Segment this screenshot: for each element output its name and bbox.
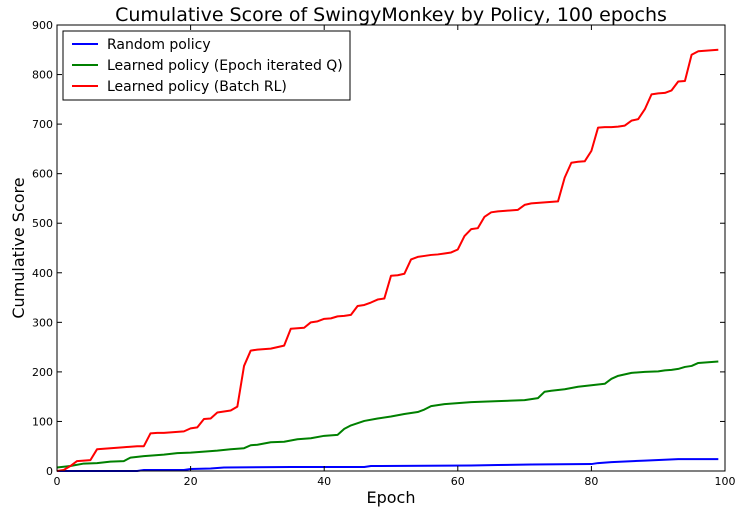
series-line-2 — [56, 48, 719, 472]
y-axis-title: Cumulative Score — [9, 177, 28, 318]
y-tick-label: 600 — [32, 168, 53, 181]
plot-frame — [56, 24, 726, 472]
legend: Random policy Learned policy (Epoch itera… — [62, 30, 351, 101]
x-tick-label: 80 — [584, 475, 598, 488]
legend-entry-1: Learned policy (Epoch iterated Q) — [107, 58, 343, 74]
x-tick-label: 40 — [317, 475, 331, 488]
x-tick-label: 100 — [715, 475, 736, 488]
series-line-0 — [57, 458, 719, 472]
x-tick-label: 60 — [451, 475, 465, 488]
chart-title: Cumulative Score of SwingyMonkey by Poli… — [115, 4, 667, 26]
y-tick-label: 900 — [32, 19, 53, 32]
y-tick-label: 400 — [32, 267, 53, 280]
plot-area: 0 20 40 60 80 100 0 100 200 300 400 500 600 700 800 900 — [32, 19, 736, 488]
y-tick-label: 200 — [32, 366, 53, 379]
y-tick-label: 700 — [32, 118, 53, 131]
y-tick-label: 800 — [32, 69, 53, 82]
x-tick-label: 0 — [54, 475, 61, 488]
legend-box — [62, 30, 351, 101]
legend-entry-2: Learned policy (Batch RL) — [107, 79, 287, 95]
y-tick-label: 100 — [32, 415, 53, 428]
y-tick-label: 0 — [46, 465, 53, 478]
legend-entry-0: Random policy — [107, 37, 211, 53]
series-line-1 — [56, 360, 719, 469]
y-tick-label: 500 — [32, 217, 53, 230]
x-axis-title: Epoch — [367, 488, 416, 507]
y-tick-label: 300 — [32, 316, 53, 329]
x-tick-label: 20 — [184, 475, 198, 488]
